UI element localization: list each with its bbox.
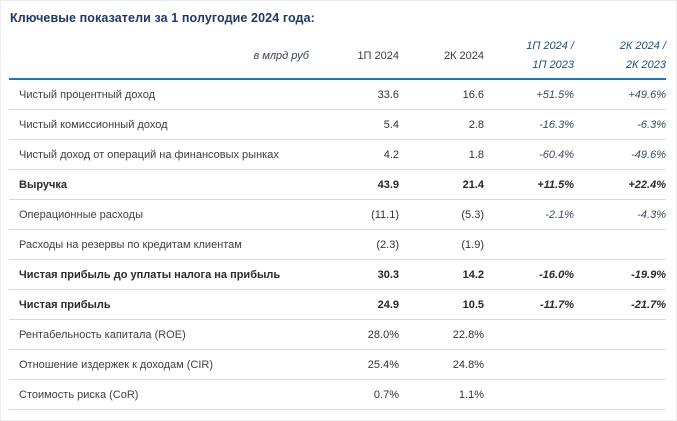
- change-1h-yoy: -60.4%: [484, 139, 574, 170]
- row-label: Рентабельность капитала (ROE): [9, 319, 309, 350]
- kpi-table: в млрд руб 1П 2024 2К 2024 1П 2024 / 1П …: [9, 34, 666, 410]
- value-1h2024: (2.3): [309, 229, 399, 260]
- change-1h-yoy: -2.1%: [484, 199, 574, 230]
- change-2q-yoy: -6.3%: [574, 109, 666, 140]
- table-row-revenue: Выручка 43.9 21.4 +11.5% +22.4%: [9, 169, 666, 200]
- table-row-operating-expenses: Операционные расходы (11.1) (5.3) -2.1% …: [9, 199, 666, 230]
- table-row-cor: Стоимость риска (CoR) 0.7% 1.1%: [9, 379, 666, 410]
- value-2q2024: 1.1%: [399, 379, 484, 410]
- change-2q-yoy: -4.3%: [574, 199, 666, 230]
- value-1h2024: 28.0%: [309, 319, 399, 350]
- row-label: Чистый доход от операций на финансовых р…: [9, 139, 309, 170]
- row-label: Чистый процентный доход: [9, 79, 309, 110]
- row-label: Чистый комиссионный доход: [9, 109, 309, 140]
- column-header-1h-yoy-line1: 1П 2024 /: [526, 40, 574, 52]
- value-2q2024: 14.2: [399, 259, 484, 290]
- row-label: Чистая прибыль: [9, 289, 309, 320]
- table-row-net-interest-income: Чистый процентный доход 33.6 16.6 +51.5%…: [9, 79, 666, 110]
- row-label: Расходы на резервы по кредитам клиентам: [9, 229, 309, 260]
- table-row-loan-provisions: Расходы на резервы по кредитам клиентам …: [9, 229, 666, 260]
- column-header-units: в млрд руб: [9, 34, 309, 80]
- value-1h2024: 25.4%: [309, 349, 399, 380]
- table-row-net-fee-income: Чистый комиссионный доход 5.4 2.8 -16.3%…: [9, 109, 666, 140]
- change-2q-yoy: [574, 379, 666, 410]
- change-2q-yoy: -19.9%: [574, 259, 666, 290]
- value-1h2024: 4.2: [309, 139, 399, 170]
- kpi-table-body: Чистый процентный доход 33.6 16.6 +51.5%…: [9, 79, 666, 410]
- change-2q-yoy: -21.7%: [574, 289, 666, 320]
- value-1h2024: 5.4: [309, 109, 399, 140]
- value-2q2024: 22.8%: [399, 319, 484, 350]
- table-row-net-profit: Чистая прибыль 24.9 10.5 -11.7% -21.7%: [9, 289, 666, 320]
- value-2q2024: 1.8: [399, 139, 484, 170]
- table-row-cir: Отношение издержек к доходам (CIR) 25.4%…: [9, 349, 666, 380]
- row-label: Отношение издержек к доходам (CIR): [9, 349, 309, 380]
- value-1h2024: 24.9: [309, 289, 399, 320]
- row-label: Выручка: [9, 169, 309, 200]
- change-1h-yoy: [484, 379, 574, 410]
- value-1h2024: 33.6: [309, 79, 399, 110]
- column-header-2q2024: 2К 2024: [399, 34, 484, 80]
- change-1h-yoy: -16.3%: [484, 109, 574, 140]
- value-1h2024: 43.9: [309, 169, 399, 200]
- value-1h2024: 0.7%: [309, 379, 399, 410]
- table-row-roe: Рентабельность капитала (ROE) 28.0% 22.8…: [9, 319, 666, 350]
- row-label: Чистая прибыль до уплаты налога на прибы…: [9, 259, 309, 290]
- change-1h-yoy: -16.0%: [484, 259, 574, 290]
- page-title: Ключевые показатели за 1 полугодие 2024 …: [10, 11, 315, 25]
- column-header-1h-yoy: 1П 2024 / 1П 2023: [484, 34, 574, 80]
- table-row-pretax-profit: Чистая прибыль до уплаты налога на прибы…: [9, 259, 666, 290]
- value-1h2024: 30.3: [309, 259, 399, 290]
- change-1h-yoy: [484, 349, 574, 380]
- change-1h-yoy: +11.5%: [484, 169, 574, 200]
- row-label: Операционные расходы: [9, 199, 309, 230]
- change-1h-yoy: [484, 229, 574, 260]
- change-2q-yoy: +22.4%: [574, 169, 666, 200]
- value-2q2024: 21.4: [399, 169, 484, 200]
- column-header-2q-yoy-line2: 2К 2023: [625, 59, 666, 71]
- header-row: в млрд руб 1П 2024 2К 2024 1П 2024 / 1П …: [9, 34, 666, 80]
- column-header-1h2024: 1П 2024: [309, 34, 399, 80]
- column-header-2q-yoy: 2К 2024 / 2К 2023: [574, 34, 666, 80]
- change-2q-yoy: -49.6%: [574, 139, 666, 170]
- change-1h-yoy: [484, 319, 574, 350]
- change-1h-yoy: +51.5%: [484, 79, 574, 110]
- change-2q-yoy: [574, 349, 666, 380]
- value-2q2024: 24.8%: [399, 349, 484, 380]
- change-1h-yoy: -11.7%: [484, 289, 574, 320]
- column-header-2q-yoy-line1: 2К 2024 /: [619, 40, 666, 52]
- value-2q2024: 16.6: [399, 79, 484, 110]
- value-2q2024: (1.9): [399, 229, 484, 260]
- value-2q2024: (5.3): [399, 199, 484, 230]
- column-header-1h-yoy-line2: 1П 2023: [532, 59, 574, 71]
- value-2q2024: 10.5: [399, 289, 484, 320]
- value-2q2024: 2.8: [399, 109, 484, 140]
- change-2q-yoy: [574, 229, 666, 260]
- report-content: Ключевые показатели за 1 полугодие 2024 …: [1, 1, 676, 410]
- value-1h2024: (11.1): [309, 199, 399, 230]
- change-2q-yoy: [574, 319, 666, 350]
- kpi-table-header: в млрд руб 1П 2024 2К 2024 1П 2024 / 1П …: [9, 34, 666, 80]
- row-label: Стоимость риска (CoR): [9, 379, 309, 410]
- change-2q-yoy: +49.6%: [574, 79, 666, 110]
- table-row-financial-markets-income: Чистый доход от операций на финансовых р…: [9, 139, 666, 170]
